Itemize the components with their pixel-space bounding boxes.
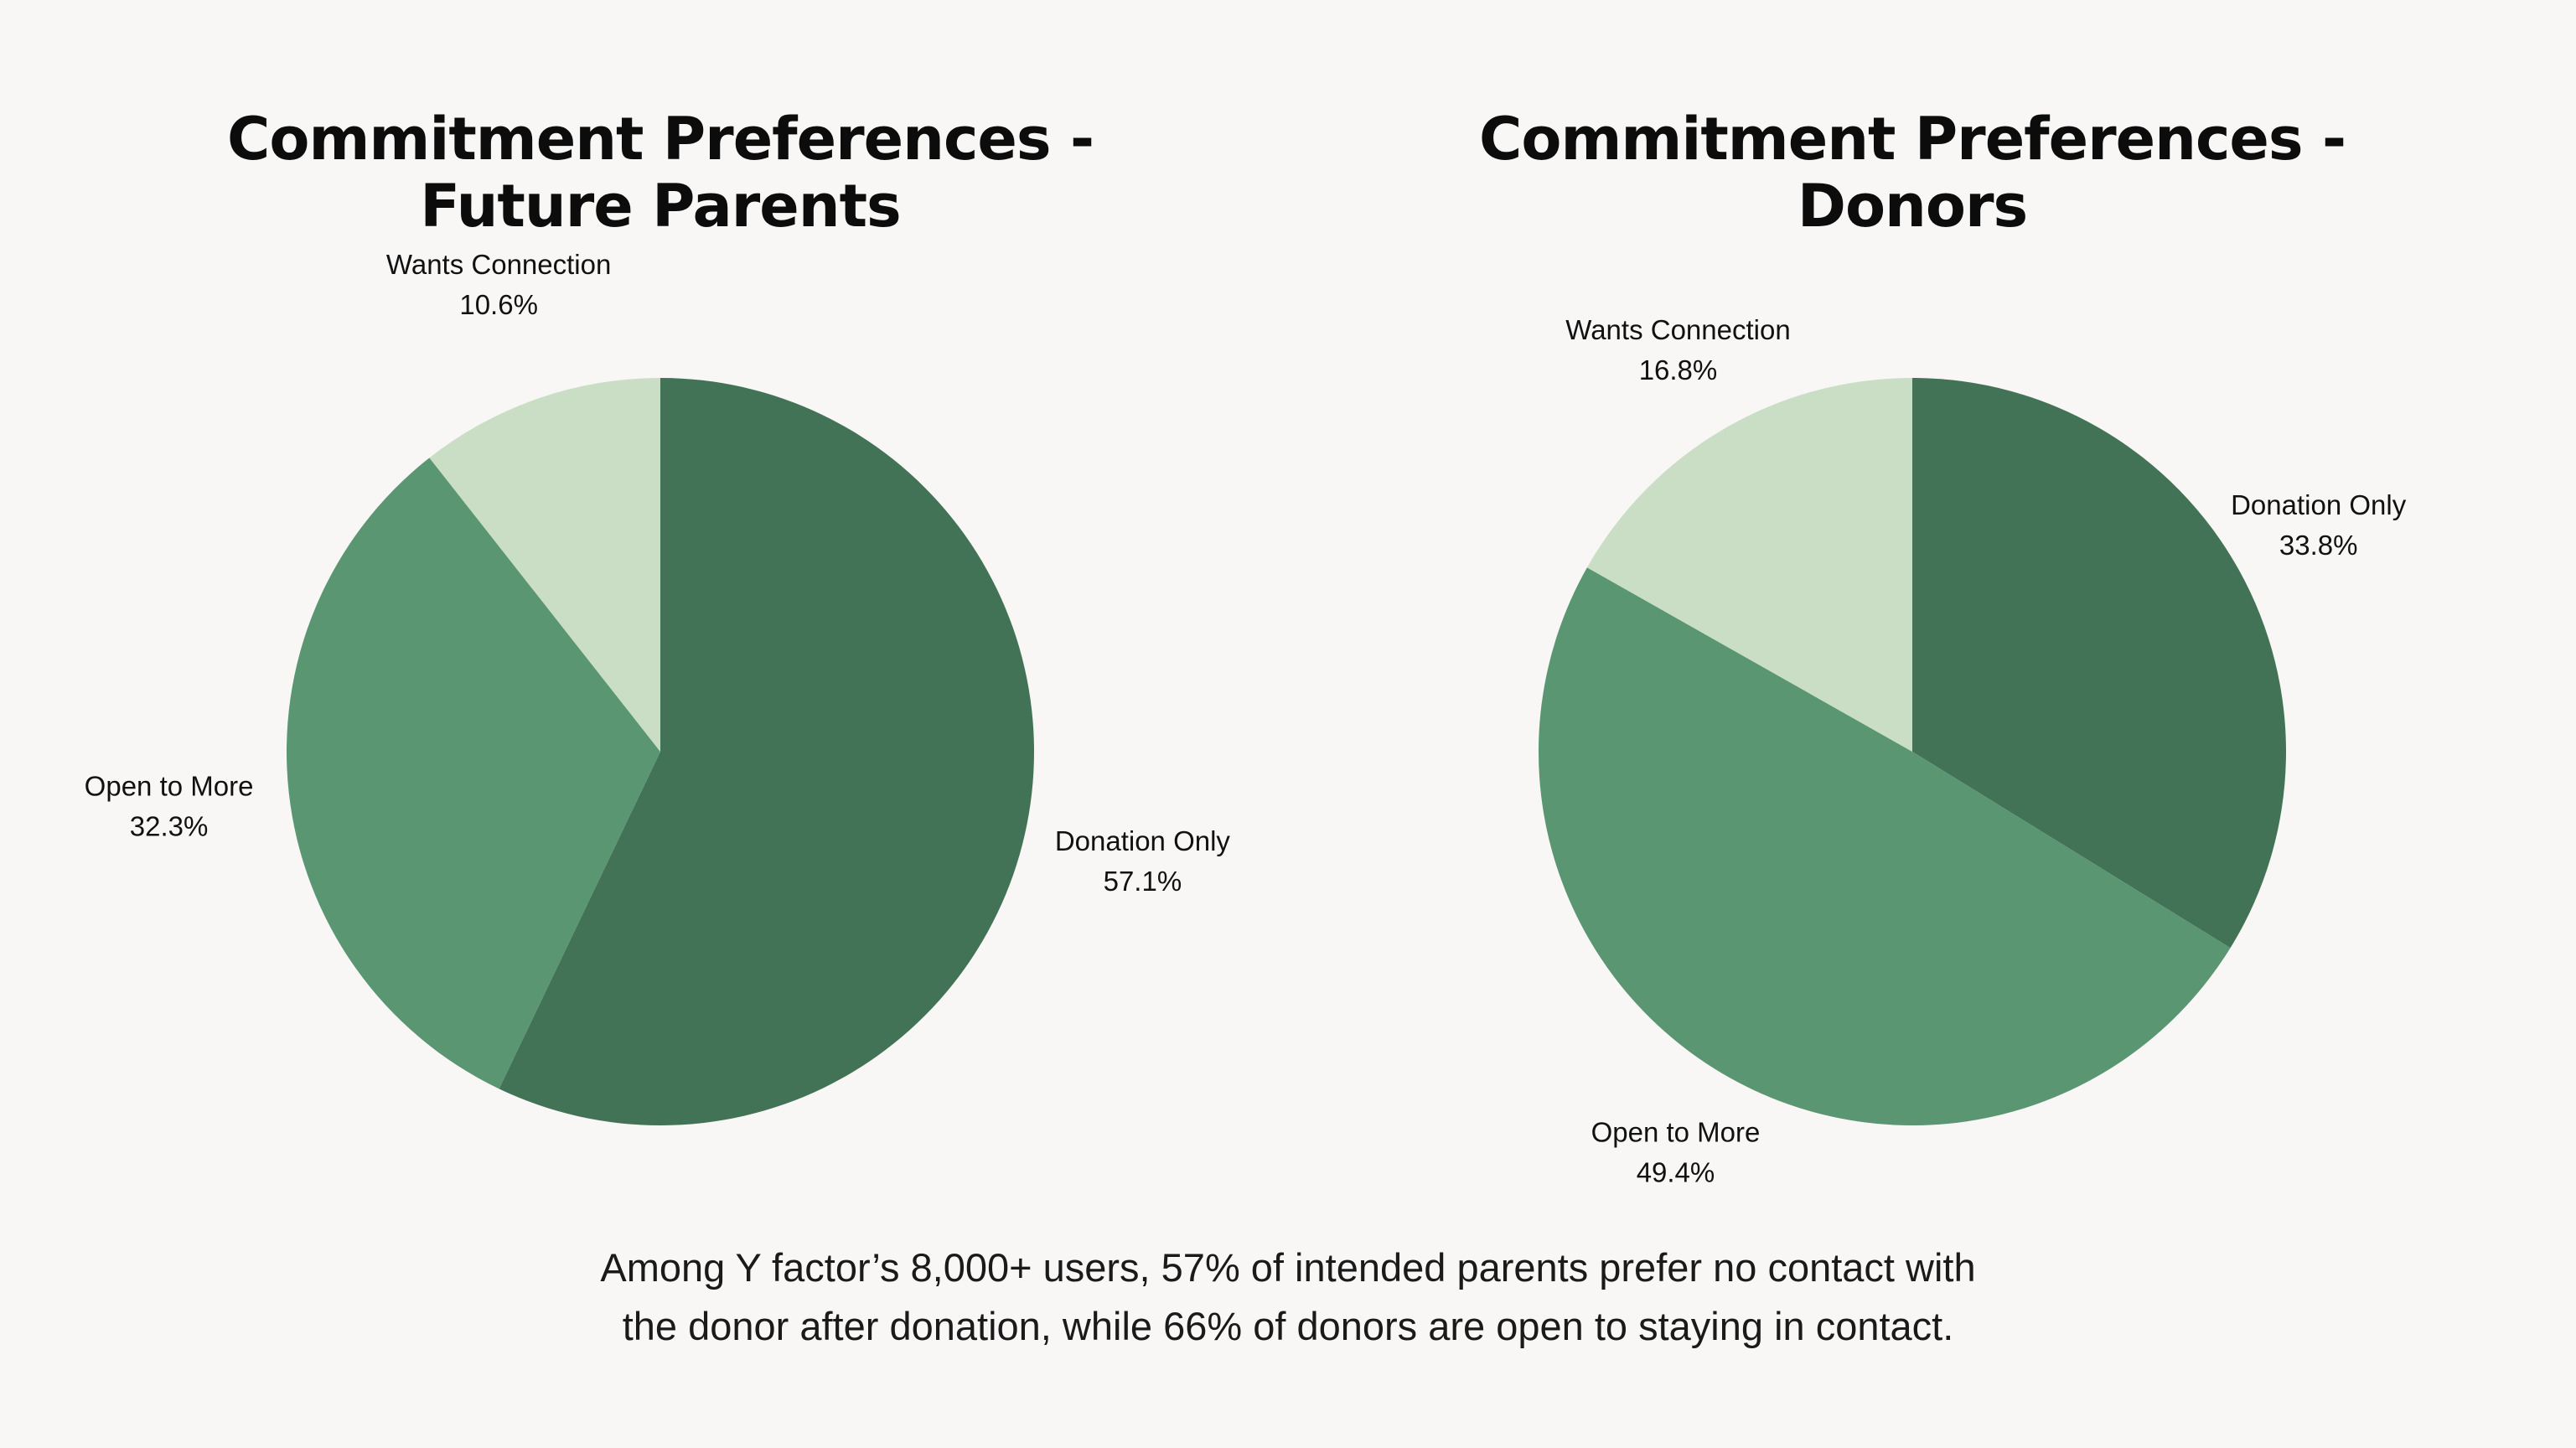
chart-caption: Among Y factor’s 8,000+ users, 57% of in… bbox=[241, 1239, 2335, 1356]
pie-slice-donation-only bbox=[499, 378, 1034, 1125]
slice-value-label-donation-only: 57.1% bbox=[1104, 866, 1182, 897]
chart-title-line-1: Commitment Preferences - bbox=[227, 105, 1094, 173]
slice-value-label-wants-connection: 10.6% bbox=[459, 289, 538, 320]
chart-title-line-2: Future Parents bbox=[420, 172, 901, 240]
chart-title-line-2: Donors bbox=[1797, 172, 2028, 240]
chart-title-line-1: Commitment Preferences - bbox=[1479, 105, 2346, 173]
pie-future-parents: Donation Only 57.1% Open to More 32.3% Wants… bbox=[85, 249, 1231, 1125]
slice-value-label-donation-only: 33.8% bbox=[2279, 530, 2358, 561]
pie-slice-donation-only bbox=[1912, 378, 2286, 949]
slice-value-label-wants-connection: 16.8% bbox=[1639, 354, 1718, 385]
caption-line-1: Among Y factor’s 8,000+ users, 57% of in… bbox=[600, 1245, 1976, 1290]
slice-label-wants-connection: Wants Connection bbox=[386, 249, 611, 280]
slice-label-wants-connection: Wants Connection bbox=[1565, 314, 1790, 345]
slice-label-open-to-more: Open to More bbox=[1591, 1116, 1761, 1147]
slice-label-open-to-more: Open to More bbox=[85, 770, 254, 801]
slice-label-donation-only: Donation Only bbox=[1055, 825, 1231, 856]
pie-slice-wants-connection bbox=[1586, 378, 1912, 752]
pie-slice-open-to-more bbox=[1539, 567, 2231, 1125]
slice-label-donation-only: Donation Only bbox=[2231, 489, 2407, 520]
slice-value-label-open-to-more: 32.3% bbox=[130, 810, 209, 841]
pie-donors: Donation Only 33.8% Open to More 49.4% Wants… bbox=[1539, 314, 2407, 1187]
chart-title-future-parents: Commitment Preferences - Future Parents bbox=[116, 106, 1205, 240]
caption-line-2: the donor after donation, while 66% of d… bbox=[622, 1304, 1954, 1348]
pie-slice-wants-connection bbox=[429, 378, 660, 752]
pie-slice-open-to-more bbox=[286, 458, 660, 1089]
slice-value-label-open-to-more: 49.4% bbox=[1637, 1156, 1715, 1187]
chart-title-donors: Commitment Preferences - Donors bbox=[1368, 106, 2457, 240]
